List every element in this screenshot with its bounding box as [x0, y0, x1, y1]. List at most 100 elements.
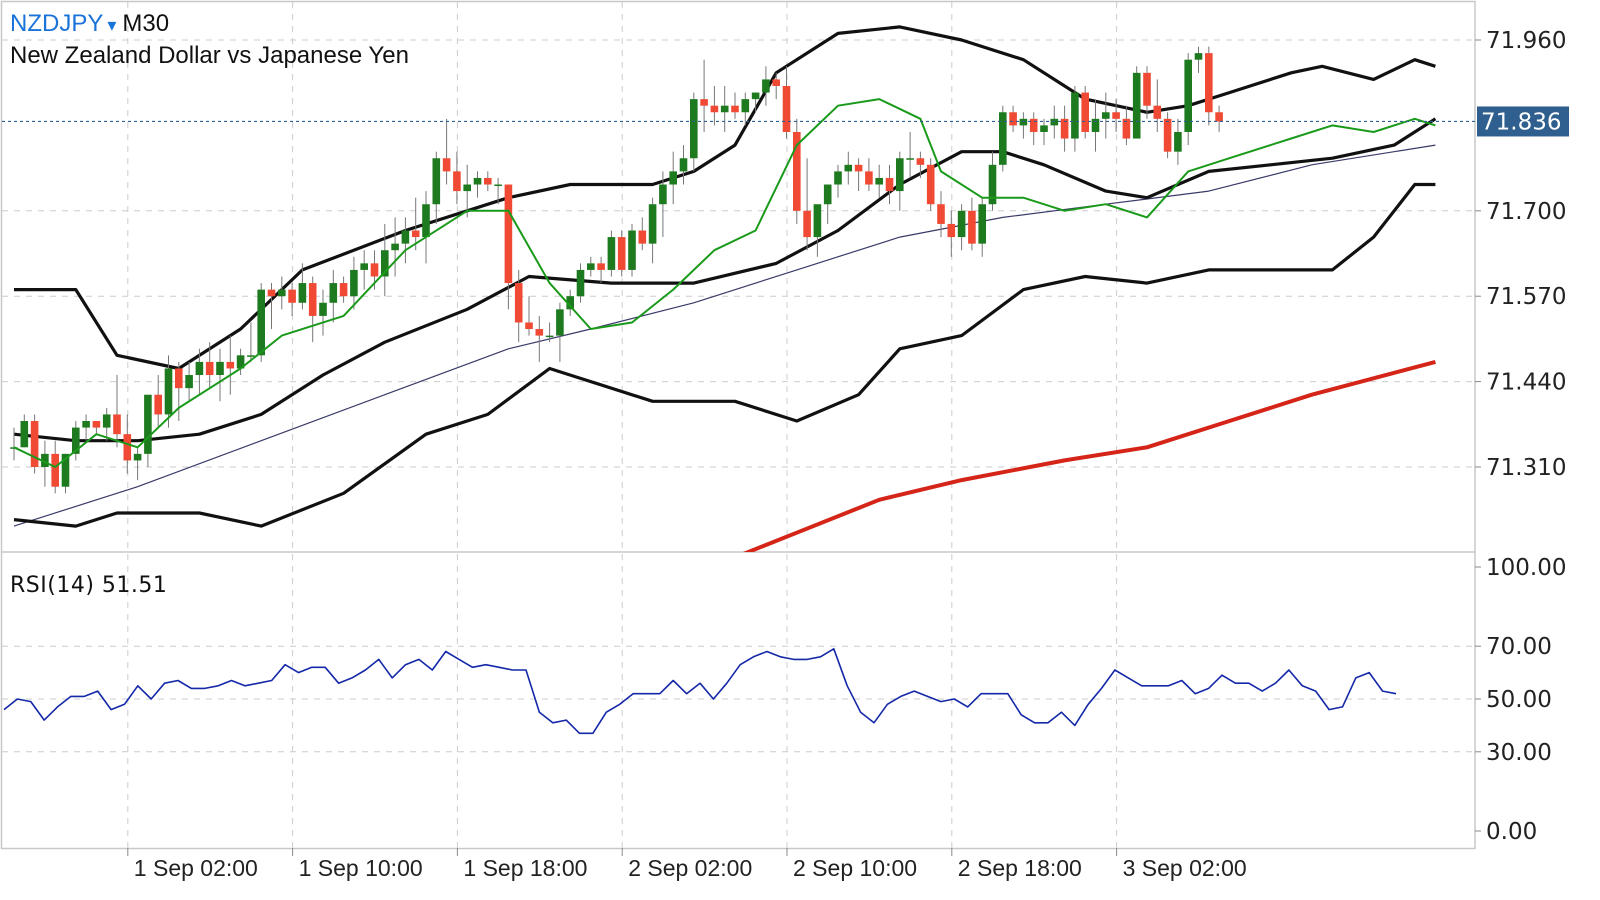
candle-bear	[123, 434, 132, 461]
sma-mid-line	[13, 144, 1436, 527]
candle-bear	[1122, 118, 1131, 139]
y-tick-label: 71.440	[1486, 370, 1566, 396]
bollinger-lower-line	[13, 182, 1436, 528]
x-tick-label: 3 Sep 02:00	[1123, 855, 1247, 881]
symbol-selector[interactable]: NZDJPY	[10, 10, 104, 37]
candle-bull	[751, 92, 760, 100]
candle-bear	[504, 184, 513, 284]
candle-bull	[72, 427, 80, 454]
rsi-name: RSI(14)	[10, 573, 95, 598]
candle-bull	[648, 204, 657, 244]
candle-bear	[1029, 118, 1038, 132]
candle-bull	[741, 99, 750, 113]
y-tick-label: 71.310	[1486, 455, 1566, 481]
candle-bull	[679, 158, 688, 172]
candle-bull	[41, 453, 49, 467]
candle-bull	[1174, 131, 1182, 152]
candle-bull	[463, 184, 471, 192]
candle-bull	[298, 283, 307, 303]
candle-bear	[1009, 112, 1017, 126]
candle-bear	[1060, 118, 1069, 139]
candle-bull	[659, 184, 667, 205]
candle-bull	[720, 105, 729, 113]
candle-bear	[175, 368, 183, 389]
candle-bear	[710, 105, 719, 113]
candle-bull	[875, 177, 883, 185]
candle-bull	[185, 375, 193, 389]
instrument-description: New Zealand Dollar vs Japanese Yen	[10, 42, 409, 69]
candle-bull	[545, 335, 554, 338]
candle-bull	[1071, 92, 1079, 139]
candle-bull	[906, 158, 914, 160]
candle-bull	[556, 309, 564, 336]
y-tick-label: 71.570	[1486, 284, 1566, 310]
candle-bear	[782, 85, 791, 132]
candle-bear	[968, 210, 976, 244]
candle-bull	[102, 414, 111, 428]
candle-bear	[803, 210, 811, 238]
symbol-header: NZDJPY ▾ M30	[10, 10, 169, 38]
sma-fast-line	[13, 98, 1436, 468]
candle-bull	[957, 210, 966, 238]
candle-bull	[896, 158, 904, 192]
candle-bear	[92, 421, 101, 428]
x-tick-label: 2 Sep 10:00	[793, 855, 917, 881]
candle-bear	[1143, 72, 1151, 106]
candle-bear	[1153, 105, 1162, 119]
rsi-tick-label: 30.00	[1486, 740, 1552, 766]
candle-bear	[731, 105, 739, 113]
candle-bull	[607, 237, 616, 270]
candle-bear	[113, 414, 121, 435]
plot-frame	[0, 0, 1476, 850]
candle-bull	[988, 164, 997, 205]
candle-bull	[61, 453, 70, 487]
rsi-line	[3, 648, 1397, 735]
candle-bear	[51, 453, 59, 487]
candle-bull	[566, 296, 574, 310]
candle-bear	[937, 204, 945, 224]
candle-bear	[308, 283, 317, 316]
candle-bear	[597, 263, 605, 270]
candle-bull	[834, 171, 842, 185]
candle-bull	[1050, 118, 1059, 126]
candle-bull	[216, 361, 224, 376]
candle-bear	[154, 394, 162, 415]
chevron-down-icon[interactable]: ▾	[107, 15, 117, 35]
candle-bull	[1194, 53, 1203, 60]
candle-bull	[844, 164, 853, 172]
candle-bull	[669, 171, 677, 185]
candle-bull	[813, 204, 822, 238]
candle-bear	[267, 289, 276, 297]
candle-bear	[916, 158, 925, 165]
candle-bull	[329, 283, 338, 303]
candle-bear	[525, 322, 533, 330]
candle-bull	[82, 421, 90, 428]
candle-bear	[926, 164, 935, 205]
candle-bull	[823, 184, 832, 205]
candle-bear	[793, 131, 801, 211]
candle-bull	[432, 158, 441, 205]
y-tick-label: 71.700	[1486, 199, 1566, 225]
candle-bull	[319, 302, 327, 316]
candle-bull	[278, 289, 286, 297]
sma-slow-line	[742, 359, 1436, 552]
candle-bear	[226, 361, 235, 369]
current-price-label: 71.836	[1481, 109, 1561, 135]
candle-bear	[288, 289, 296, 303]
candle-bull	[164, 368, 173, 415]
candle-bull	[576, 269, 585, 297]
candle-bull	[473, 177, 482, 185]
candle-bear	[1112, 112, 1120, 119]
candle-bull	[1132, 72, 1141, 139]
candle-bull	[422, 204, 430, 238]
candle-bull	[133, 453, 142, 461]
price-plot	[10, 25, 1437, 552]
candle-bear	[411, 230, 420, 238]
candle-bull	[195, 361, 204, 376]
candle-bear	[1163, 118, 1172, 152]
candle-bull	[762, 79, 770, 93]
candle-bear	[854, 164, 863, 172]
candle-bull	[1040, 125, 1048, 132]
x-tick-label: 1 Sep 10:00	[299, 855, 423, 881]
